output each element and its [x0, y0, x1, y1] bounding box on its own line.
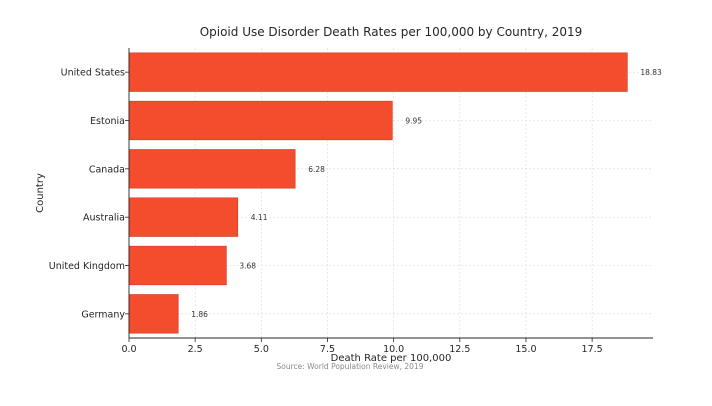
x-tick-label: 5.0 [254, 344, 269, 355]
bar [128, 149, 296, 189]
data-labels: 18.83 9.95 6.28 4.11 3.68 1.86 [191, 68, 662, 319]
x-tick-label: 7.5 [320, 344, 335, 355]
bar [128, 197, 239, 237]
bar-value-label: 9.95 [405, 117, 422, 126]
y-tick-label: United States [61, 68, 125, 79]
bars [128, 52, 628, 334]
y-axis-label: Country [35, 173, 46, 213]
y-tick-label: Australia [83, 213, 125, 224]
y-tick-label: United Kingdom [49, 261, 125, 272]
y-tick-label: Canada [89, 164, 125, 175]
axes [128, 48, 653, 339]
x-axis-label: Death Rate per 100,000 [331, 353, 452, 364]
bar-value-label: 4.11 [251, 213, 268, 222]
bar [128, 100, 393, 141]
x-tick-label: 0.0 [121, 344, 136, 355]
source-note: Source: World Population Review, 2019 [277, 362, 424, 371]
bar [128, 294, 179, 334]
bar [128, 245, 227, 286]
bar-value-label: 3.68 [239, 262, 256, 271]
bar-value-label: 6.28 [308, 165, 325, 174]
bar-value-label: 18.83 [640, 68, 662, 77]
x-tick-label: 12.5 [449, 344, 470, 355]
y-tick-label: Germany [81, 309, 125, 320]
x-axis-ticks: 0.0 2.5 5.0 7.5 10.0 12.5 15.0 17.5 [121, 338, 603, 355]
y-tick-label: Estonia [90, 116, 125, 127]
x-tick-label: 2.5 [188, 344, 203, 355]
x-tick-label: 15.0 [515, 344, 536, 355]
chart-title: Opioid Use Disorder Death Rates per 100,… [200, 25, 583, 39]
y-axis-ticks: United States Estonia Canada Australia Unite… [49, 68, 129, 320]
bar-value-label: 1.86 [191, 310, 208, 319]
x-tick-label: 17.5 [582, 344, 603, 355]
bar [128, 52, 628, 92]
x-tick-label: 10.0 [383, 344, 404, 355]
